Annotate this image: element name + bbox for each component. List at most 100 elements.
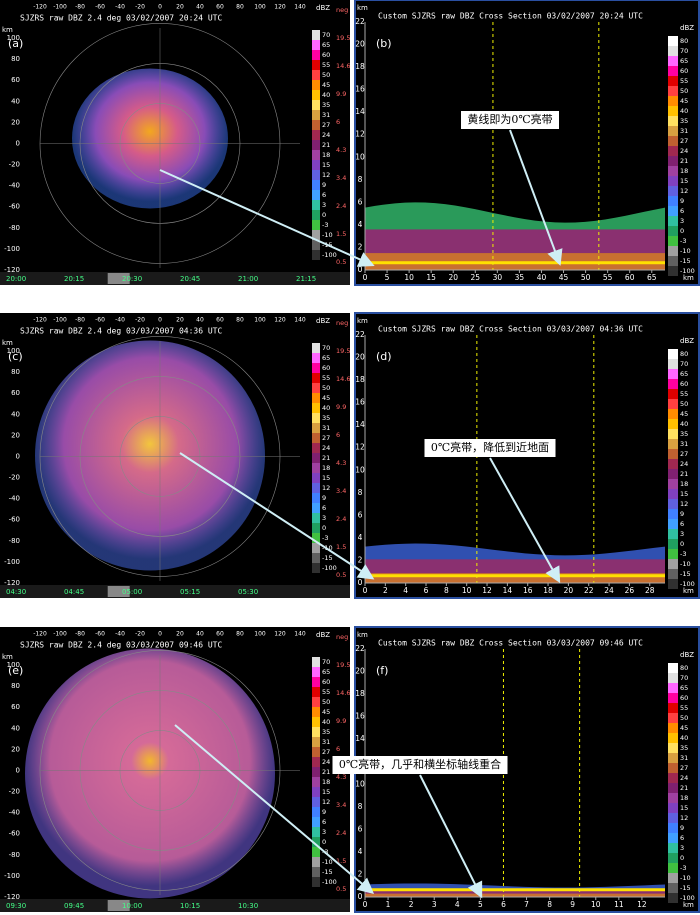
y-tick-label: -20: [9, 788, 20, 796]
x-tick-label: 5: [385, 273, 390, 282]
axis-unit: km: [357, 4, 368, 12]
x-tick-label: 1: [386, 900, 391, 909]
colorbar-label: -15: [322, 868, 333, 876]
y-tick-label: 0: [358, 265, 363, 274]
colorbar-cell: [668, 763, 678, 773]
y-tick-label: 60: [11, 76, 20, 84]
colorbar-label: 21: [322, 454, 330, 462]
colorbar-label: 18: [322, 778, 330, 786]
colorbar-label: -15: [680, 884, 691, 892]
annotation-arrow: [419, 774, 483, 899]
y-tick-label: 10: [355, 465, 365, 474]
colorbar-cell: [312, 240, 320, 250]
colorbar-cell: [668, 116, 678, 126]
colorbar-label: 3: [322, 201, 326, 209]
y-tick-label: -40: [9, 182, 20, 190]
colorbar-label: 50: [680, 714, 688, 722]
colorbar-cell: [668, 389, 678, 399]
y-tick-label: -100: [4, 558, 20, 566]
colorbar-cell: [668, 873, 678, 883]
x-tick-label: 80: [236, 4, 244, 11]
colorbar-label: 70: [680, 47, 688, 55]
colorbar-cell: [668, 246, 678, 256]
colorbar-label: -3: [322, 534, 328, 542]
colorbar-cell: [668, 529, 678, 539]
x-tick-label: 20: [176, 631, 184, 638]
colorbar-label: 15: [680, 177, 688, 185]
colorbar-label: 45: [322, 81, 330, 89]
y-tick-label: 40: [11, 724, 20, 732]
colorbar-label: -15: [680, 257, 691, 265]
y-tick-label: 14: [355, 420, 365, 429]
y-tick-label: 20: [11, 118, 20, 126]
colorbar-label: -10: [322, 231, 333, 239]
colorbar-label: -10: [680, 560, 691, 568]
colorbar-cell: [668, 166, 678, 176]
annotation: 0℃亮带，降低到近地面: [431, 440, 549, 454]
colorbar-cell: [668, 176, 678, 186]
colorbar-label: 21: [680, 784, 688, 792]
colorbar-label: 45: [322, 394, 330, 402]
y-tick-label: -100: [4, 245, 20, 253]
elevation-label: 19.5: [336, 34, 350, 42]
colorbar-cell: [312, 677, 320, 687]
colorbar-cell: [668, 509, 678, 519]
colorbar-cell: [668, 429, 678, 439]
colorbar-label: 40: [680, 107, 688, 115]
x-tick-label: 26: [625, 586, 635, 595]
colorbar-cell: [668, 419, 678, 429]
section-title: Custom SJZRS raw DBZ Cross Section 03/03…: [378, 325, 643, 334]
y-tick-label: 20: [355, 667, 365, 676]
colorbar-cell: [668, 46, 678, 56]
colorbar-label: 45: [680, 97, 688, 105]
colorbar-label: 35: [680, 430, 688, 438]
colorbar-cell: [312, 667, 320, 677]
colorbar-cell: [312, 827, 320, 837]
time-label: 09:30: [6, 902, 26, 910]
y-tick-label: -20: [9, 474, 20, 482]
colorbar-cell: [312, 393, 320, 403]
y-tick-label: 8: [358, 802, 363, 811]
x-tick-label: 7: [524, 900, 529, 909]
colorbar-label: -15: [680, 570, 691, 578]
x-tick-label: 12: [637, 900, 647, 909]
x-tick-label: 28: [645, 586, 655, 595]
colorbar-cell: [668, 156, 678, 166]
colorbar-label: 27: [680, 764, 688, 772]
colorbar-label: 3: [322, 828, 326, 836]
y-tick-label: 16: [355, 712, 365, 721]
colorbar-label: -100: [680, 580, 695, 588]
colorbar-label: 40: [322, 718, 330, 726]
time-bar: [0, 585, 350, 598]
colorbar-cell: [668, 399, 678, 409]
colorbar-cell: [668, 823, 678, 833]
colorbar-cell: [312, 513, 320, 523]
colorbar-label: 21: [322, 768, 330, 776]
colorbar-label: -3: [680, 237, 686, 245]
colorbar-label: 70: [322, 344, 330, 352]
elevation-label: 14.6: [336, 689, 350, 697]
x-tick-label: 0: [363, 273, 368, 282]
colorbar-cell: [668, 479, 678, 489]
time-label: 10:30: [238, 902, 258, 910]
x-tick-label: 10: [591, 900, 601, 909]
x-tick-label: 2: [409, 900, 414, 909]
x-tick-label: 120: [274, 317, 286, 324]
annotation-box: [461, 111, 559, 129]
elevation-label: 19.5: [336, 661, 350, 669]
colorbar-cell: [668, 579, 678, 589]
colorbar-cell: [312, 727, 320, 737]
section-title: Custom SJZRS raw DBZ Cross Section 03/02…: [378, 12, 643, 21]
x-tick-label: 80: [236, 317, 244, 324]
y-tick-label: 2: [358, 242, 363, 251]
elevation-label: 9.9: [336, 403, 346, 411]
colorbar-cell: [668, 36, 678, 46]
colorbar-label: 9: [322, 494, 326, 502]
colorbar-cell: [312, 353, 320, 363]
colorbar-label: 21: [680, 157, 688, 165]
colorbar-cell: [312, 787, 320, 797]
axis-unit: km: [2, 339, 13, 347]
colorbar-cell: [312, 230, 320, 240]
colorbar-label: 3: [680, 844, 684, 852]
